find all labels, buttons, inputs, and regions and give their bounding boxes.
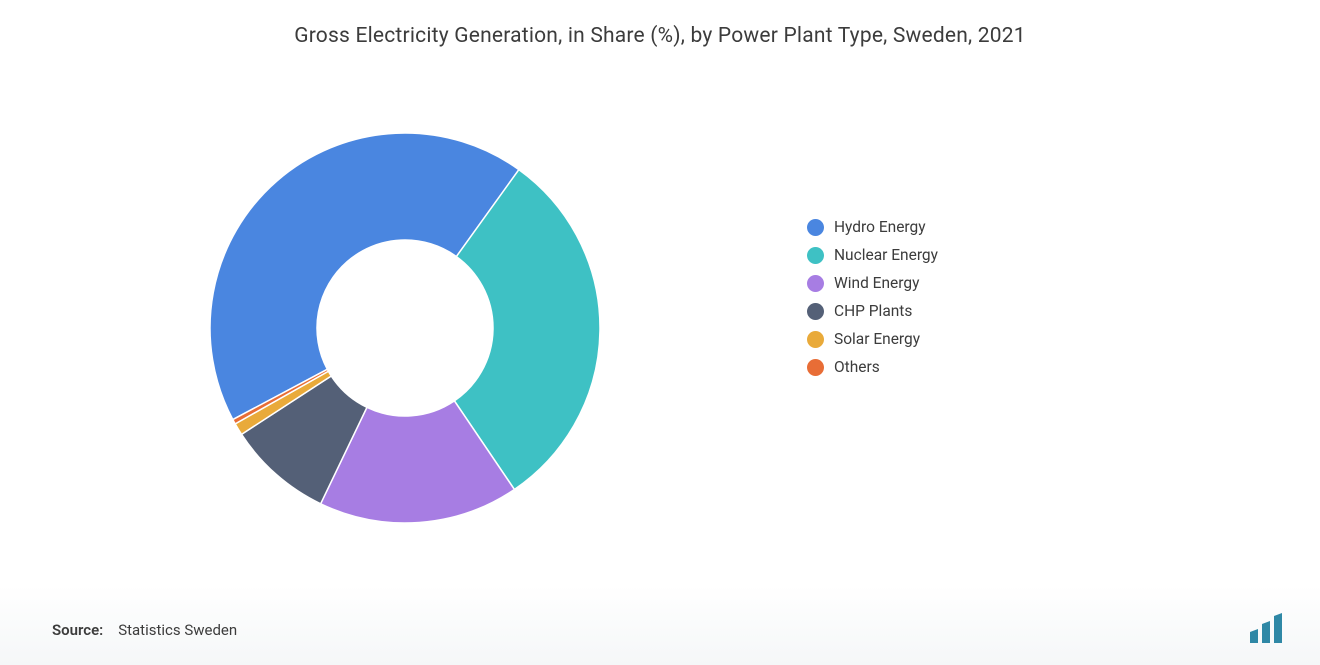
legend: Hydro Energy Nuclear Energy Wind Energy CHP…	[807, 218, 938, 376]
legend-swatch	[807, 247, 824, 264]
chart-title: Gross Electricity Generation, in Share (…	[0, 24, 1320, 48]
source-value: Statistics Sweden	[118, 621, 237, 639]
legend-item: Solar Energy	[807, 330, 938, 348]
legend-item: Hydro Energy	[807, 218, 938, 236]
brand-logo	[1244, 613, 1290, 643]
legend-item: Nuclear Energy	[807, 246, 938, 264]
legend-label: CHP Plants	[834, 302, 912, 320]
logo-bar-icon	[1250, 629, 1258, 643]
legend-label: Nuclear Energy	[834, 246, 938, 264]
legend-swatch	[807, 359, 824, 376]
legend-label: Solar Energy	[834, 330, 920, 348]
logo-bar-icon	[1262, 621, 1270, 643]
legend-swatch	[807, 219, 824, 236]
donut-hole	[318, 241, 493, 416]
legend-item: CHP Plants	[807, 302, 938, 320]
donut-chart	[195, 118, 615, 538]
legend-item: Wind Energy	[807, 274, 938, 292]
source-line: Source: Statistics Sweden	[52, 621, 237, 639]
legend-swatch	[807, 275, 824, 292]
source-label: Source:	[52, 621, 103, 639]
legend-label: Wind Energy	[834, 274, 919, 292]
legend-item: Others	[807, 358, 938, 376]
chart-container: Gross Electricity Generation, in Share (…	[0, 0, 1320, 665]
legend-label: Hydro Energy	[834, 218, 926, 236]
legend-swatch	[807, 303, 824, 320]
legend-label: Others	[834, 358, 880, 376]
legend-swatch	[807, 331, 824, 348]
logo-bar-icon	[1274, 613, 1282, 643]
